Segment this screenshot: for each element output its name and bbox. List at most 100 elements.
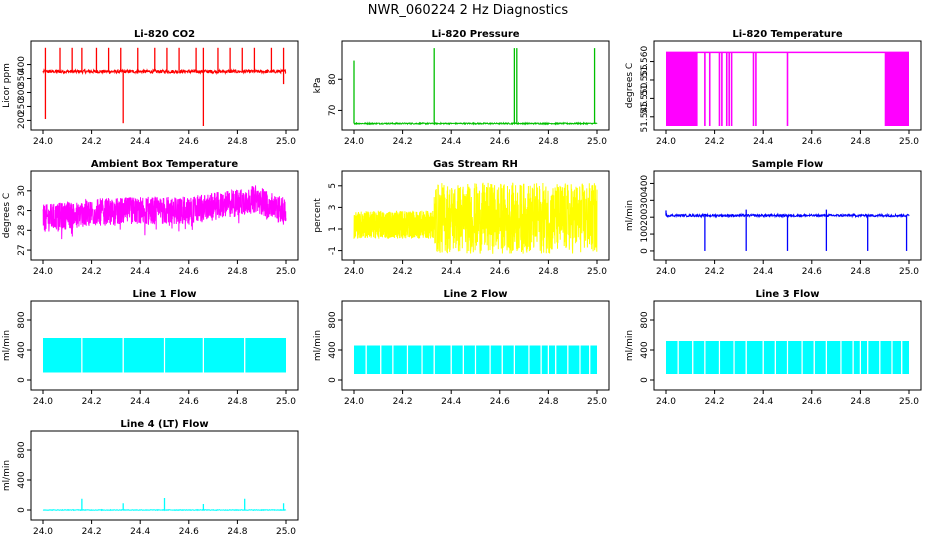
flow-band bbox=[678, 341, 693, 374]
y-tick-label: 800 bbox=[17, 311, 27, 328]
figure-title: NWR_060224 2 Hz Diagnostics bbox=[368, 3, 569, 18]
x-tick-label: 24.4 bbox=[753, 397, 773, 407]
x-tick-label: 24.2 bbox=[82, 137, 102, 147]
chart-title: Gas Stream RH bbox=[433, 159, 518, 170]
x-tick-label: 25.0 bbox=[899, 137, 919, 147]
y-axis-label: ml/min bbox=[625, 200, 635, 231]
y-tick-label: 29 bbox=[17, 205, 27, 217]
y-tick-label: 300 bbox=[17, 84, 27, 101]
y-tick-label: 400 bbox=[17, 471, 27, 488]
flow-band bbox=[775, 341, 788, 374]
x-tick-label: 24.0 bbox=[344, 267, 364, 277]
y-tick-label: 800 bbox=[17, 441, 27, 458]
y-tick-label: 51.555 bbox=[640, 64, 650, 96]
x-tick-label: 24.4 bbox=[130, 397, 150, 407]
x-tick-label: 25.0 bbox=[899, 267, 919, 277]
chart-title: Sample Flow bbox=[752, 159, 824, 170]
chart-title: Li-820 CO2 bbox=[134, 29, 195, 40]
y-tick-label: 300 bbox=[640, 191, 650, 208]
flow-band bbox=[123, 338, 165, 373]
flow-band bbox=[203, 338, 245, 373]
y-axis-label: ml/min bbox=[313, 330, 323, 361]
flow-band bbox=[580, 345, 590, 374]
chart-title: Line 2 Flow bbox=[444, 289, 508, 300]
flow-band bbox=[787, 341, 802, 374]
x-tick-label: 24.8 bbox=[850, 137, 870, 147]
flow-band bbox=[590, 345, 597, 374]
x-tick-label: 25.0 bbox=[276, 137, 296, 147]
chart-rh: Gas Stream RH 24.0 24.2 24.4 24.6 24.8 25.0 -1 1… bbox=[313, 159, 610, 277]
chart-title: Li-820 Pressure bbox=[431, 29, 519, 40]
flow-band bbox=[164, 338, 203, 373]
x-tick-label: 24.2 bbox=[705, 397, 725, 407]
y-tick-label: 0 bbox=[17, 377, 27, 383]
chart-title: Line 4 (LT) Flow bbox=[120, 419, 208, 430]
chart-title: Line 1 Flow bbox=[133, 289, 197, 300]
x-tick-label: 24.6 bbox=[802, 137, 822, 147]
x-tick-label: 24.6 bbox=[490, 397, 510, 407]
y-axis-label: ml/min bbox=[625, 330, 635, 361]
flow-band bbox=[868, 341, 880, 374]
y-tick-label: 28 bbox=[17, 224, 27, 236]
x-tick-label: 24.4 bbox=[130, 527, 150, 537]
x-tick-label: 24.2 bbox=[705, 137, 725, 147]
y-tick-label: 80 bbox=[328, 73, 338, 85]
y-tick-label: 0 bbox=[328, 377, 338, 383]
series-line bbox=[353, 121, 598, 126]
y-axis-label: kPa bbox=[313, 78, 323, 94]
y-tick-label: 200 bbox=[640, 208, 650, 225]
x-tick-label: 24.0 bbox=[33, 397, 53, 407]
flow-band bbox=[82, 338, 123, 373]
plot-frame bbox=[341, 170, 610, 261]
x-tick-label: 24.2 bbox=[393, 397, 413, 407]
y-tick-label: 400 bbox=[640, 341, 650, 358]
x-tick-label: 25.0 bbox=[276, 527, 296, 537]
y-tick-label: 70 bbox=[328, 104, 338, 116]
y-tick-label: 350 bbox=[17, 70, 27, 87]
x-tick-label: 24.4 bbox=[130, 267, 150, 277]
x-tick-label: 24.2 bbox=[705, 267, 725, 277]
x-tick-label: 24.0 bbox=[33, 527, 53, 537]
x-tick-label: 24.4 bbox=[441, 267, 461, 277]
y-axis-label: degrees C bbox=[2, 193, 12, 238]
flow-band bbox=[719, 341, 734, 374]
x-tick-label: 25.0 bbox=[587, 397, 607, 407]
flow-band bbox=[880, 341, 892, 374]
x-tick-label: 24.0 bbox=[656, 397, 676, 407]
y-axis-label: degrees C bbox=[625, 63, 635, 108]
y-tick-label: 5 bbox=[328, 183, 338, 189]
y-tick-label: 800 bbox=[640, 311, 650, 328]
x-tick-label: 24.0 bbox=[656, 267, 676, 277]
flow-band bbox=[705, 341, 719, 374]
flow-band bbox=[802, 341, 814, 374]
x-tick-label: 25.0 bbox=[587, 137, 607, 147]
chart-line2: Line 2 Flow 24.0 24.2 24.4 24.6 24.8 25.0 0 400 8… bbox=[313, 289, 610, 407]
plot-frame bbox=[30, 40, 299, 131]
chart-box_temp: Ambient Box Temperature 24.0 24.2 24.4 24.6 2… bbox=[2, 159, 299, 277]
x-tick-label: 24.0 bbox=[33, 267, 53, 277]
flow-band bbox=[407, 345, 422, 374]
x-tick-label: 25.0 bbox=[587, 267, 607, 277]
y-axis-label: percent bbox=[313, 198, 323, 233]
y-tick-label: 1 bbox=[328, 226, 338, 232]
x-tick-label: 24.8 bbox=[538, 137, 558, 147]
flow-band bbox=[43, 338, 82, 373]
chart-line3: Line 3 Flow 24.0 24.2 24.4 24.6 24.8 25.0 0 400 8… bbox=[625, 289, 922, 407]
chart-line4: Line 4 (LT) Flow 24.0 24.2 24.4 24.6 24.8 25.0… bbox=[2, 419, 299, 537]
flow-band bbox=[853, 341, 860, 374]
flow-band bbox=[463, 345, 476, 374]
flow-band bbox=[422, 345, 434, 374]
dense-band bbox=[666, 52, 698, 127]
flow-band bbox=[514, 345, 529, 374]
y-tick-label: 0 bbox=[17, 507, 27, 513]
flow-band bbox=[693, 341, 705, 374]
x-tick-label: 24.8 bbox=[850, 267, 870, 277]
plot-frame bbox=[653, 170, 922, 261]
x-tick-label: 24.8 bbox=[850, 397, 870, 407]
chart-pressure: Li-820 Pressure 24.0 24.2 24.4 24.6 24.8 25.0 7… bbox=[313, 29, 610, 147]
y-tick-label: 800 bbox=[328, 311, 338, 328]
chart-sample_flow: Sample Flow 24.0 24.2 24.4 24.6 24.8 25.0 0 1002… bbox=[625, 159, 922, 277]
x-tick-label: 24.0 bbox=[344, 397, 364, 407]
y-tick-label: 51.550 bbox=[640, 82, 650, 114]
chart-title: Ambient Box Temperature bbox=[91, 159, 238, 170]
